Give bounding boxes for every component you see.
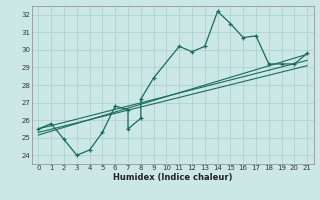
X-axis label: Humidex (Indice chaleur): Humidex (Indice chaleur)	[113, 173, 233, 182]
